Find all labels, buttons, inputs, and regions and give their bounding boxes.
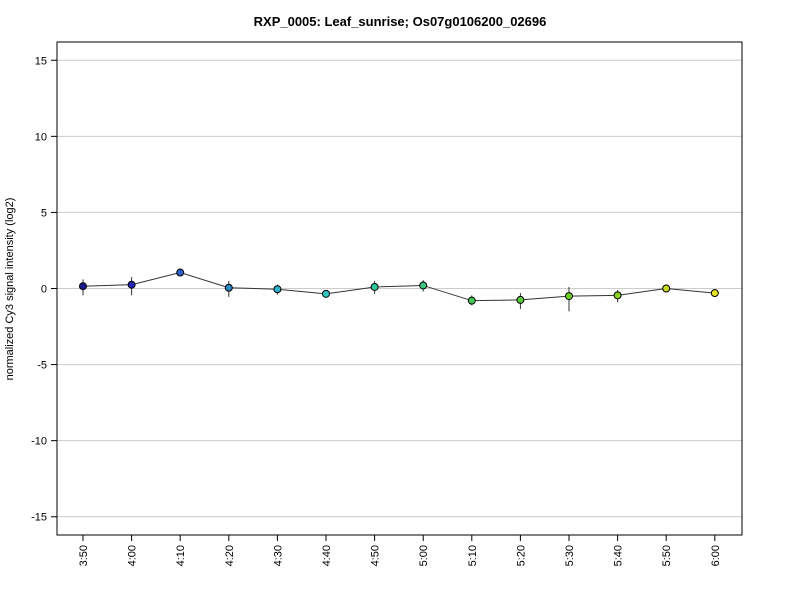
y-tick-label: 10 [35,131,47,143]
x-tick-label: 4:20 [224,545,236,566]
x-tick-label: 5:30 [564,545,576,566]
x-tick-label: 4:10 [175,545,187,566]
data-point [127,280,136,289]
data-point [613,291,622,300]
x-tick-label: 4:50 [370,545,382,566]
y-axis-label: normalized Cy3 signal intensity (log2) [4,198,16,381]
y-tick-label: 5 [41,207,47,219]
data-point [176,268,185,277]
grid-lines [57,59,742,518]
x-tick-label: 3:50 [78,545,90,566]
data-point [273,285,282,294]
x-tick-label: 5:50 [661,545,673,566]
data-point [565,292,573,301]
series-line [82,272,715,302]
data-point [710,289,719,298]
axes: 15 10 5 0 -5 -10 -15 3:50 4:00 4:10 4:20 4:30 4:40 4:… [31,55,722,566]
y-tick-label: -15 [31,512,47,524]
data-point [419,281,428,290]
x-tick-label: 4:40 [321,545,333,566]
x-tick-label: 5:20 [515,545,527,566]
data-point [322,289,330,298]
x-tick-label: 5:40 [613,545,625,566]
x-tick-label: 5:10 [467,545,479,566]
data-series [79,268,719,312]
chart-title: RXP_0005: Leaf_sunrise; Os07g0106200_026… [254,14,547,29]
data-point [224,283,233,292]
y-tick-label: -10 [31,436,47,448]
data-point [516,295,525,304]
x-tick-label: 5:00 [418,545,430,566]
plot-frame [56,41,743,536]
y-tick-label: 15 [35,55,47,67]
data-point [370,282,379,291]
x-tick-label: 6:00 [710,545,722,566]
y-tick-label: 0 [41,284,47,296]
data-point [79,282,87,291]
x-tick-label: 4:30 [272,545,284,566]
y-tick-label: -5 [37,360,47,372]
data-point [662,284,671,293]
data-point [467,296,476,305]
x-tick-label: 4:00 [127,545,139,566]
